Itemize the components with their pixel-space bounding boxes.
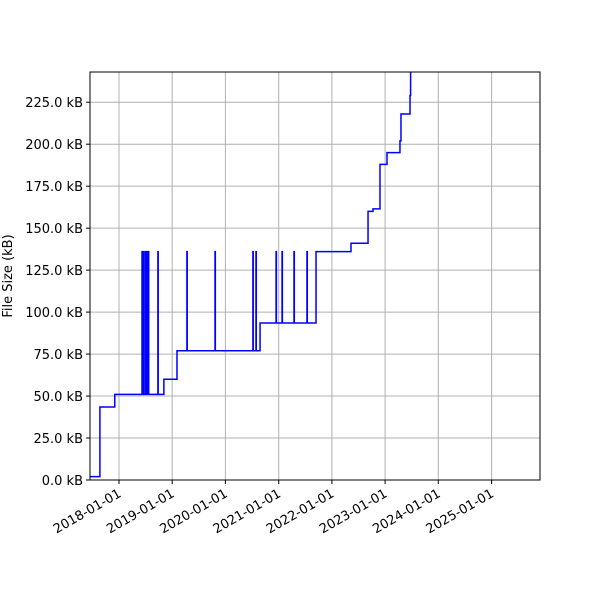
y-axis-label: File Size (kB) bbox=[1, 234, 16, 317]
file-size-line bbox=[90, 72, 412, 478]
y-tick-label: 25.0 kB bbox=[33, 432, 83, 447]
y-tick-label: 75.0 kB bbox=[33, 348, 83, 363]
y-tick-label: 100.0 kB bbox=[25, 306, 83, 321]
grid bbox=[90, 72, 540, 481]
plot-frame bbox=[89, 71, 541, 481]
y-axis: 0.0 kB 25.0 kB 50.0 kB 75.0 kB 100.0 kB 125.0… bbox=[25, 96, 90, 489]
y-tick-label: 125.0 kB bbox=[25, 264, 83, 279]
series-line bbox=[90, 72, 412, 478]
y-tick-label: 150.0 kB bbox=[25, 222, 83, 237]
y-tick-label: 0.0 kB bbox=[42, 474, 83, 489]
y-tick-label: 50.0 kB bbox=[33, 390, 83, 405]
x-axis: 2018-01-012019-01-012020-01-012021-01-01… bbox=[51, 480, 497, 537]
y-tick-label: 225.0 kB bbox=[25, 96, 83, 111]
y-tick-label: 200.0 kB bbox=[25, 138, 83, 153]
y-tick-label: 175.0 kB bbox=[25, 180, 83, 195]
